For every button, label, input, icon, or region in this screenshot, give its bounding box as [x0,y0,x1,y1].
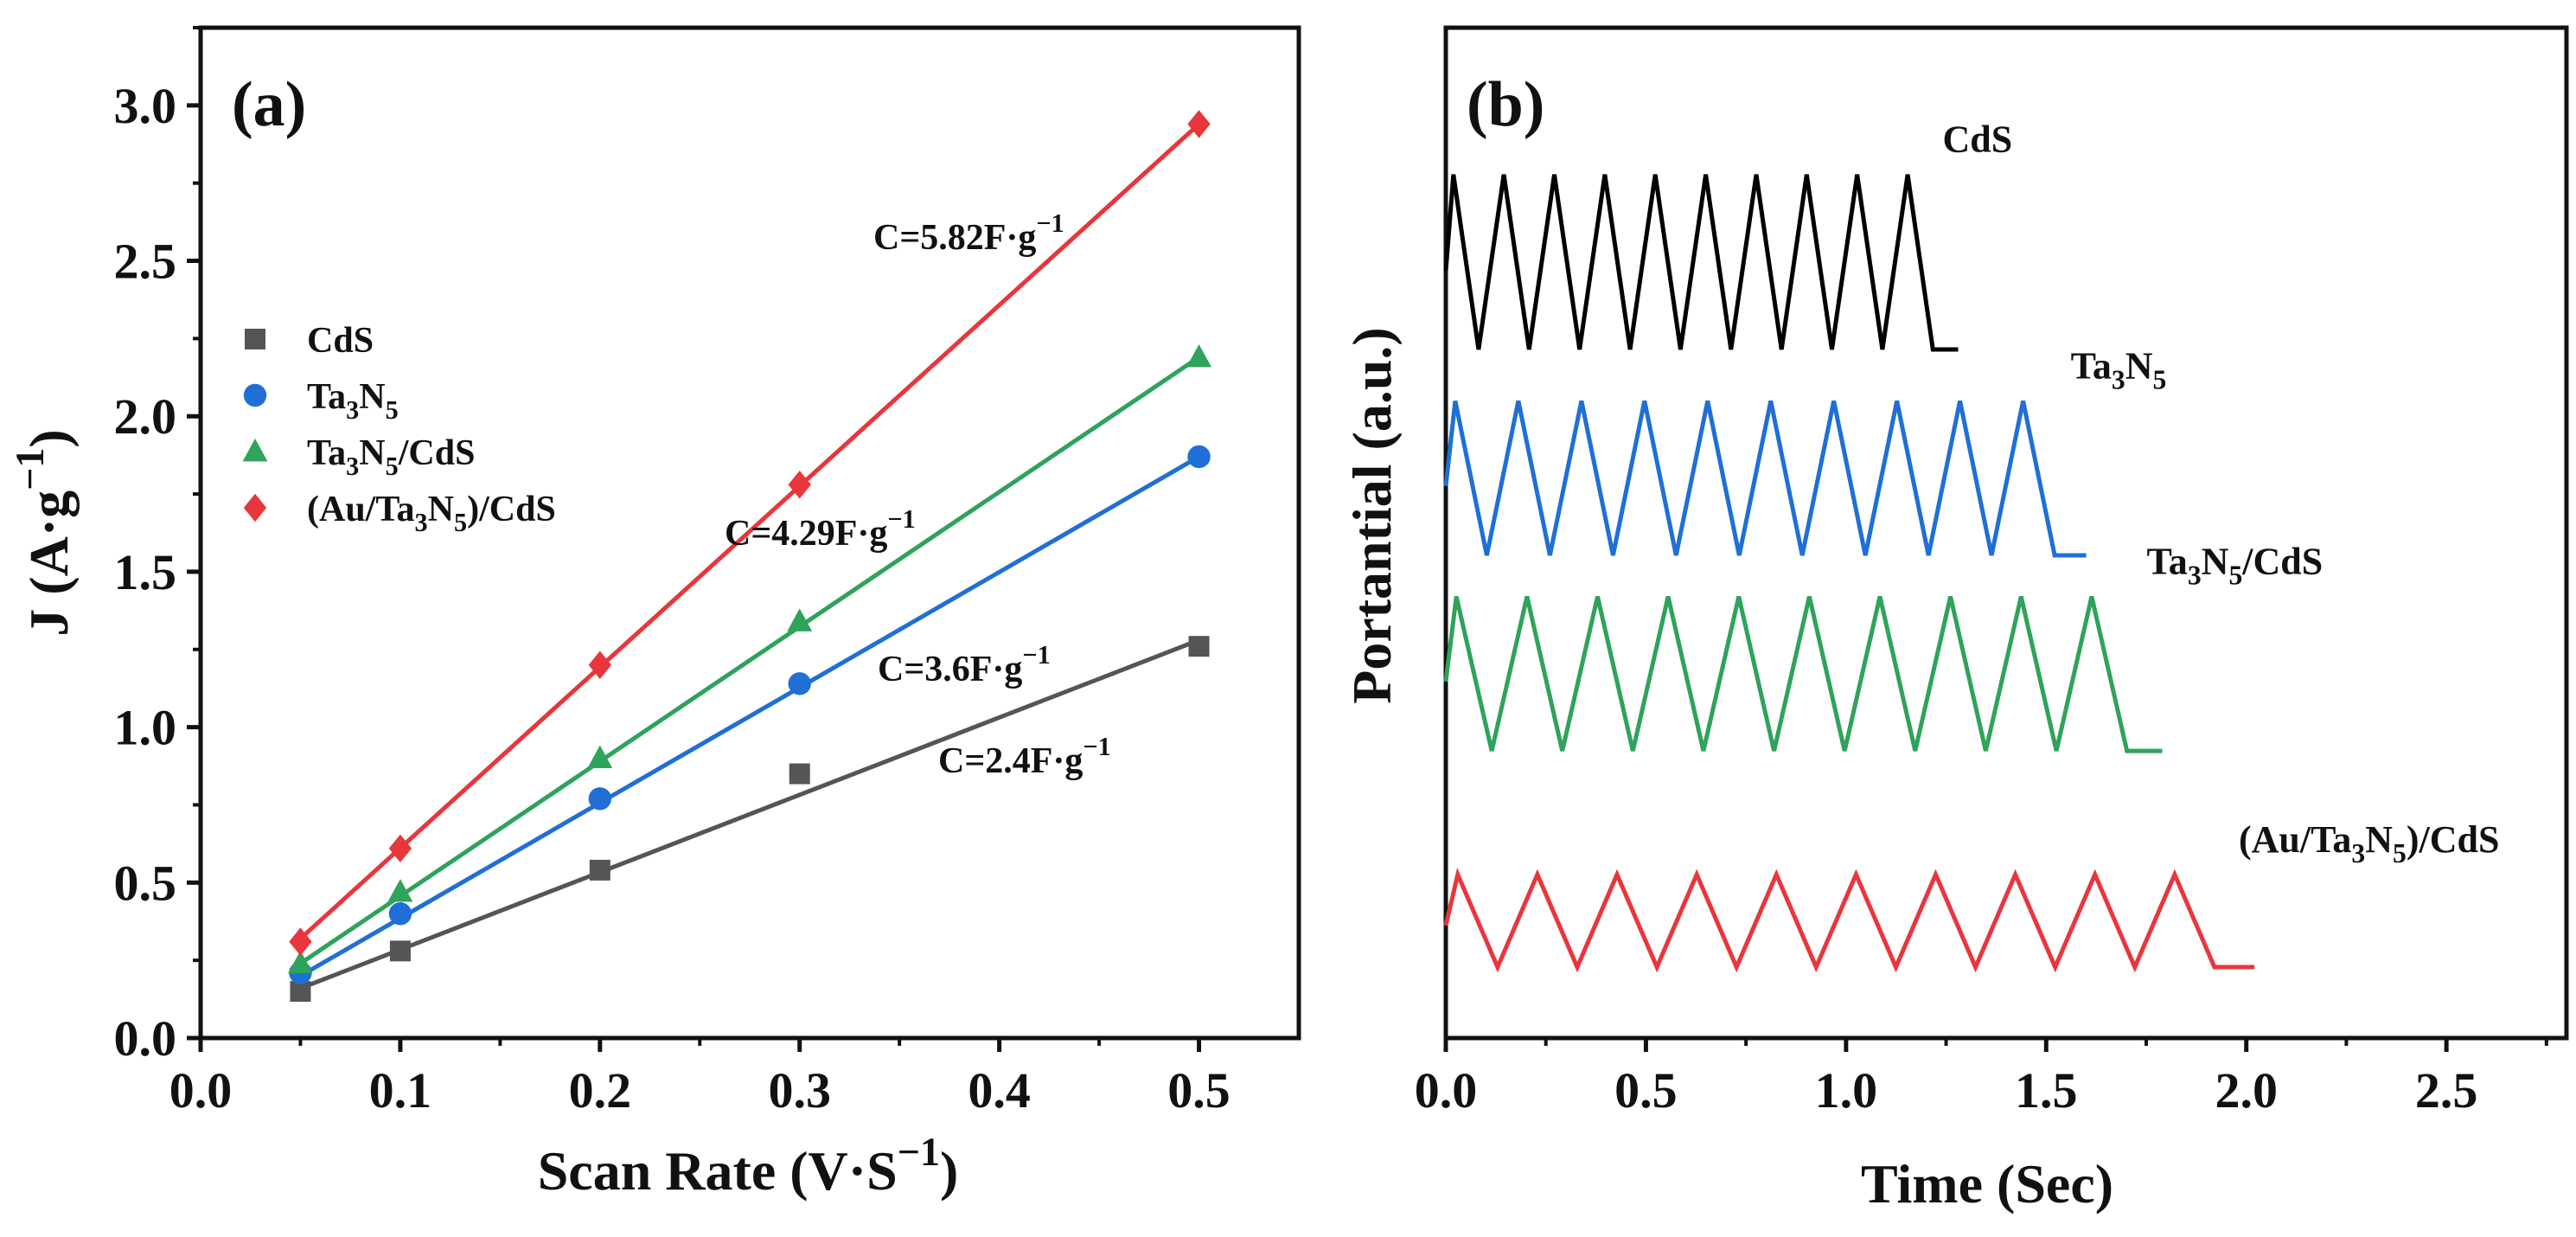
a-x-tick-label: 0.3 [768,1062,831,1118]
panel-b-plot-frame [1443,25,2569,1041]
a-fit-line-1 [299,454,1200,978]
a-data-point [588,651,612,679]
panel-a-scan-rate-chart: (a) 0.0 0.1 0.2 0.3 0.4 0.5 0.0 0.5 1.0 1.5 2.0 2.… [8,25,1301,1202]
b-x-tick-label: 2.5 [2415,1062,2478,1118]
a-fit-line-2 [299,355,1200,965]
b-curve-label: CdS [1942,119,2012,161]
panel-a-label: (a) [232,69,306,140]
b-wave-0 [1443,174,1959,352]
panel-b-y-axis-title: Portantial (a.u.) [1341,327,1403,704]
a-data-point [1188,636,1210,657]
a-data-point [1186,343,1211,368]
panel-a-y-axis-title: J (A·g−1) [8,429,80,636]
b-wave-2 [1443,596,2163,753]
a-y-tick-label: 2.0 [114,388,177,445]
a-data-point [387,879,413,902]
panel-b-label: (b) [1467,69,1544,140]
a-data-point [789,763,810,785]
a-y-tick-label: 1.0 [114,700,177,756]
panel-a-plot-frame [198,25,1301,1041]
a-data-point [388,834,412,862]
a-data-point [389,940,411,962]
a-y-tick-label: 0.5 [114,855,177,911]
a-data-point [1187,110,1211,138]
a-x-tick-label: 0.2 [569,1062,632,1118]
a-data-point [290,981,311,1003]
b-x-tick-label: 2.0 [2215,1062,2278,1118]
a-legend-label: (Au/Ta3N5)/CdS [307,490,556,537]
a-legend-marker [245,329,265,349]
b-x-tick-label: 1.0 [1815,1062,1878,1118]
a-data-point [787,608,813,631]
a-legend-label: CdS [307,321,374,361]
a-capacitance-annotation: C=3.6F·g−1 [878,640,1051,689]
a-x-tick-label: 0.4 [968,1062,1031,1118]
b-curve-label: Ta3N5 [2071,345,2167,395]
a-y-tick-label: 2.5 [114,234,177,290]
a-data-point [288,950,313,974]
a-fit-line-3 [298,122,1201,940]
b-wave-1 [1443,400,2087,558]
a-legend-marker [243,493,267,522]
a-fit-line-0 [299,638,1200,990]
b-x-tick-label: 1.5 [2015,1062,2078,1118]
a-x-tick-label: 0.1 [369,1062,432,1118]
a-legend-marker [242,439,268,462]
a-data-point [589,859,610,881]
a-legend-marker [243,383,267,407]
a-capacitance-annotation: C=5.82F·g−1 [873,208,1064,258]
b-x-tick-label: 0.0 [1415,1062,1478,1118]
a-y-tick-label: 3.0 [114,78,177,134]
a-y-tick-label: 1.5 [114,544,177,600]
a-x-tick-label: 0.0 [169,1062,233,1118]
a-capacitance-annotation: C=2.4F·g−1 [938,732,1111,781]
a-y-tick-label: 0.0 [114,1010,177,1067]
a-capacitance-annotation: C=4.29F·g−1 [725,504,916,554]
panel-a-x-axis-title: Scan Rate (V·S−1) [538,1130,959,1202]
b-curve-label: Ta3N5/CdS [2147,541,2324,591]
a-data-point [1187,445,1211,469]
a-data-point [388,902,412,926]
a-legend-label: Ta3N5/CdS [307,433,475,481]
a-data-point [788,672,811,695]
panel-b-x-axis-title: Time (Sec) [1861,1153,2113,1215]
a-data-point [587,745,613,768]
b-x-tick-label: 0.5 [1614,1062,1678,1118]
a-data-point [289,927,312,956]
a-data-point [788,471,811,499]
a-legend-label: Ta3N5 [307,377,399,425]
panel-b-time-chart: (b) 0.0 0.5 1.0 1.5 2.0 2.5 CdS Ta3N5 Ta3N5/CdS… [1341,25,2569,1215]
a-data-point [588,787,612,811]
a-x-tick-label: 0.5 [1167,1062,1230,1118]
b-curve-label: (Au/Ta3N5)/CdS [2239,818,2500,868]
b-wave-3 [1443,867,2254,973]
